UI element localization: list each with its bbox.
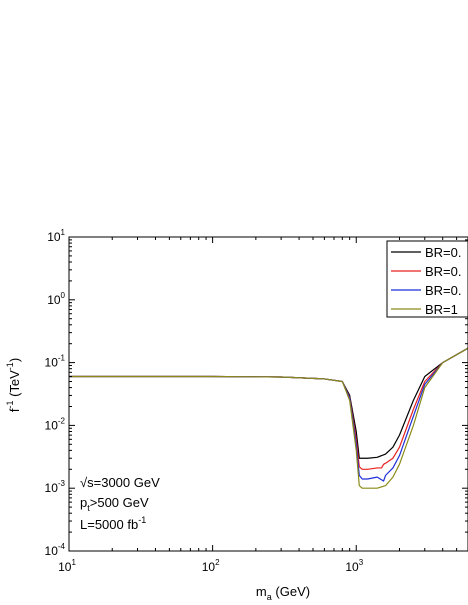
x-tick-label: 101 — [58, 558, 76, 574]
x-axis-title: ma (GeV) — [256, 584, 310, 602]
x-tick-exp: 3 — [359, 558, 364, 567]
y-axis-title-close: ) — [7, 358, 22, 362]
annotation-pt-rest: >500 GeV — [90, 495, 149, 510]
annotation-pt-sub: t — [87, 503, 90, 513]
plot-frame — [68, 236, 468, 552]
y-tick-exp: -1 — [58, 354, 66, 363]
y-tick-base: 10 — [47, 293, 61, 307]
x-tick-base: 10 — [58, 560, 72, 574]
y-tick-label: 10-4 — [45, 542, 66, 558]
legend-label-3: BR=0. — [425, 283, 462, 298]
y-axis-title: f-1 (TeV-1) — [5, 358, 22, 412]
x-tick-base: 10 — [202, 560, 216, 574]
x-axis-title-sub: a — [267, 592, 272, 602]
annotation-lumi-main: L=5000 fb — [80, 517, 138, 532]
legend-label-2: BR=0. — [425, 264, 462, 279]
y-tick-label: 100 — [47, 291, 65, 307]
y-tick-exp: 0 — [61, 291, 66, 300]
series-layer — [69, 347, 468, 489]
y-tick-base: 10 — [47, 230, 61, 244]
x-tick-exp: 1 — [71, 558, 76, 567]
x-tick-label: 103 — [345, 558, 363, 574]
legend-box — [386, 240, 468, 318]
x-axis-title-m: m — [256, 584, 267, 599]
y-tick-base: 10 — [45, 418, 59, 432]
y-tick-label: 10-2 — [45, 416, 66, 432]
x-tick-label: 102 — [202, 558, 220, 574]
y-tick-exp: -3 — [58, 479, 66, 488]
annotation-lumi-exp: -1 — [138, 515, 146, 525]
legend-label-4: BR=1 — [425, 302, 458, 317]
y-tick-base: 10 — [45, 356, 59, 370]
legend-label-1: BR=0. — [425, 245, 462, 260]
series-line-2 — [69, 347, 468, 470]
y-tick-label: 10-1 — [45, 354, 66, 370]
y-axis-title-exp: -1 — [5, 401, 15, 409]
series-line-4 — [69, 347, 468, 489]
annotations: √s=3000 GeV pt>500 GeV L=5000 fb-1 — [80, 475, 160, 532]
annotation-sqrt-s: √s=3000 GeV — [80, 475, 160, 490]
y-tick-base: 10 — [45, 544, 59, 558]
annotation-pt: pt>500 GeV — [80, 495, 149, 513]
y-tick-label: 101 — [47, 228, 65, 244]
y-tick-base: 10 — [45, 481, 59, 495]
x-tick-base: 10 — [345, 560, 359, 574]
y-axis-title-f: f — [7, 408, 22, 412]
legend: BR=0. BR=0. BR=0. BR=1 — [386, 240, 468, 318]
y-tick-exp: -4 — [58, 542, 66, 551]
annotation-lumi: L=5000 fb-1 — [80, 515, 146, 532]
y-tick-label: 10-3 — [45, 479, 66, 495]
x-axis-title-unit: (GeV) — [272, 584, 310, 599]
ticks-layer — [68, 236, 468, 552]
y-tick-exp: -2 — [58, 416, 66, 425]
y-axis-title-unit: (TeV — [7, 370, 22, 401]
y-tick-exp: 1 — [61, 228, 66, 237]
annotation-pt-p: p — [80, 495, 87, 510]
x-tick-exp: 2 — [215, 558, 220, 567]
y-axis-title-unit-exp: -1 — [5, 362, 15, 370]
